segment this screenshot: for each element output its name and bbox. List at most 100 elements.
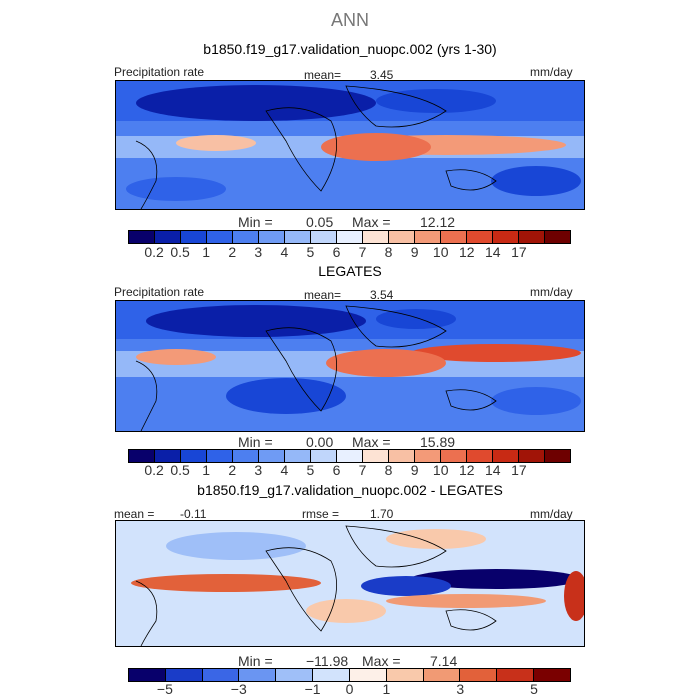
panel3-max-label: Max =: [362, 653, 401, 669]
colorbar-swatch: [441, 231, 467, 243]
colorbar-swatch: [155, 450, 181, 462]
eurasia-coastline: [345, 305, 447, 348]
colorbar-swatch: [233, 450, 259, 462]
colorbar-tick-label: 9: [410, 244, 419, 260]
colorbar-tick-label: 3: [456, 681, 465, 697]
panel3-rmse-label: rmse =: [302, 507, 340, 521]
panel2-variable-label: Precipitation rate: [114, 285, 205, 299]
australia-coastline: [445, 389, 497, 411]
south-east-pacific-dry: [491, 166, 581, 196]
colorbar-tick-label: 2: [228, 244, 237, 260]
panel2-map: [115, 300, 585, 432]
colorbar-tick-label: 4: [280, 244, 289, 260]
colorbar-tick-label: 8: [384, 462, 393, 478]
panel3-map: [115, 520, 585, 647]
colorbar-swatch: [441, 450, 467, 462]
colorbar-swatch: [155, 231, 181, 243]
panel3-max-value: 7.14: [430, 653, 458, 669]
panel1-colorbar: [128, 230, 571, 244]
colorbar-swatch: [389, 450, 415, 462]
colorbar-swatch: [276, 669, 314, 681]
colorbar-tick-label: 1: [382, 681, 391, 697]
colorbar-swatch: [337, 450, 363, 462]
colorbar-swatch: [259, 450, 285, 462]
australia-coastline: [445, 169, 497, 191]
colorbar-tick-label: −3: [230, 681, 247, 697]
panel2-max-value: 15.89: [420, 434, 456, 450]
colorbar-swatch: [285, 450, 311, 462]
south-pacific-dry: [126, 177, 226, 201]
panel1-map: [115, 80, 585, 210]
colorbar-tick-label: 6: [332, 244, 341, 260]
panel3-title: b1850.f19_g17.validation_nuopc.002 - LEG…: [197, 482, 503, 498]
panel1-max-label: Max =: [352, 214, 391, 230]
colorbar-swatch: [519, 450, 545, 462]
colorbar-tick-label: 14: [485, 462, 501, 478]
panel3-min-value: −11.98: [306, 653, 349, 669]
colorbar-tick-label: 17: [511, 244, 527, 260]
colorbar-tick-label: 10: [432, 462, 449, 478]
panel1-max-value: 12.12: [420, 214, 456, 230]
colorbar-tick-label: 14: [485, 244, 501, 260]
colorbar-swatch: [239, 669, 277, 681]
colorbar-swatch: [467, 450, 493, 462]
colorbar-tick-label: 17: [511, 462, 527, 478]
colorbar-tick-label: 2: [228, 462, 237, 478]
maritime-negative: [361, 576, 451, 596]
colorbar-swatch: [363, 231, 389, 243]
colorbar-tick-label: 12: [458, 462, 475, 478]
panel1-mean-label: mean=: [304, 68, 342, 82]
colorbar-swatch: [313, 669, 350, 681]
panel1-title: b1850.f19_g17.validation_nuopc.002 (yrs …: [203, 41, 497, 57]
colorbar-swatch: [349, 669, 387, 681]
north-asia-dry: [376, 89, 496, 113]
eurasia-coastline: [345, 525, 447, 568]
colorbar-tick-label: 7: [358, 244, 367, 260]
panel2-mean-label: mean=: [304, 288, 342, 302]
panel2-map-svg: [116, 301, 584, 431]
australia-coastline: [445, 609, 497, 631]
colorbar-tick-label: 6: [332, 462, 341, 478]
atlantic-itcz: [136, 349, 216, 365]
panel1-min-value: 0.05: [306, 214, 334, 230]
africa-coastline: [265, 327, 337, 412]
pacific-negative-band: [411, 569, 581, 589]
panel2-mean-value: 3.54: [370, 288, 394, 302]
indian-ocean-positive: [306, 599, 386, 623]
panel3-mean-label: mean =: [114, 507, 155, 521]
colorbar-swatch: [493, 450, 519, 462]
colorbar-tick-label: 5: [306, 462, 315, 478]
colorbar-swatch: [129, 450, 155, 462]
panel2-colorbar: [128, 449, 571, 463]
colorbar-swatch: [386, 669, 424, 681]
colorbar-tick-label: 10: [432, 244, 449, 260]
colorbar-swatch: [207, 450, 233, 462]
colorbar-tick-label: 0.5: [170, 462, 190, 478]
atlantic-itcz: [176, 135, 256, 151]
colorbar-tick-label: −1: [304, 681, 321, 697]
colorbar-tick-label: 0.2: [144, 462, 164, 478]
colorbar-swatch: [460, 669, 498, 681]
colorbar-swatch: [423, 669, 461, 681]
panel3-colorbar: [128, 668, 571, 682]
colorbar-swatch: [545, 231, 570, 243]
colorbar-tick-label: 0: [345, 681, 354, 697]
panel1-mean-value: 3.45: [370, 68, 394, 82]
south-atlantic-dry: [226, 378, 346, 414]
colorbar-tick-label: 0.2: [144, 244, 164, 260]
pacific-itcz: [411, 344, 581, 362]
north-atlantic-dry: [146, 305, 366, 337]
panel1-units: mm/day: [530, 65, 573, 79]
north-atlantic-dry: [136, 85, 376, 121]
panel3-mean-value: -0.11: [180, 507, 207, 521]
panel2-max-label: Max =: [352, 434, 391, 450]
colorbar-tick-label: 1: [202, 462, 211, 478]
colorbar-swatch: [337, 231, 363, 243]
colorbar-tick-label: 12: [458, 244, 475, 260]
colorbar-swatch: [415, 231, 441, 243]
colorbar-tick-label: 4: [280, 462, 289, 478]
south-pacific-positive: [386, 594, 546, 608]
colorbar-swatch: [181, 450, 207, 462]
panel1-min-label: Min =: [238, 214, 273, 230]
maritime-continent-rain: [326, 349, 446, 377]
